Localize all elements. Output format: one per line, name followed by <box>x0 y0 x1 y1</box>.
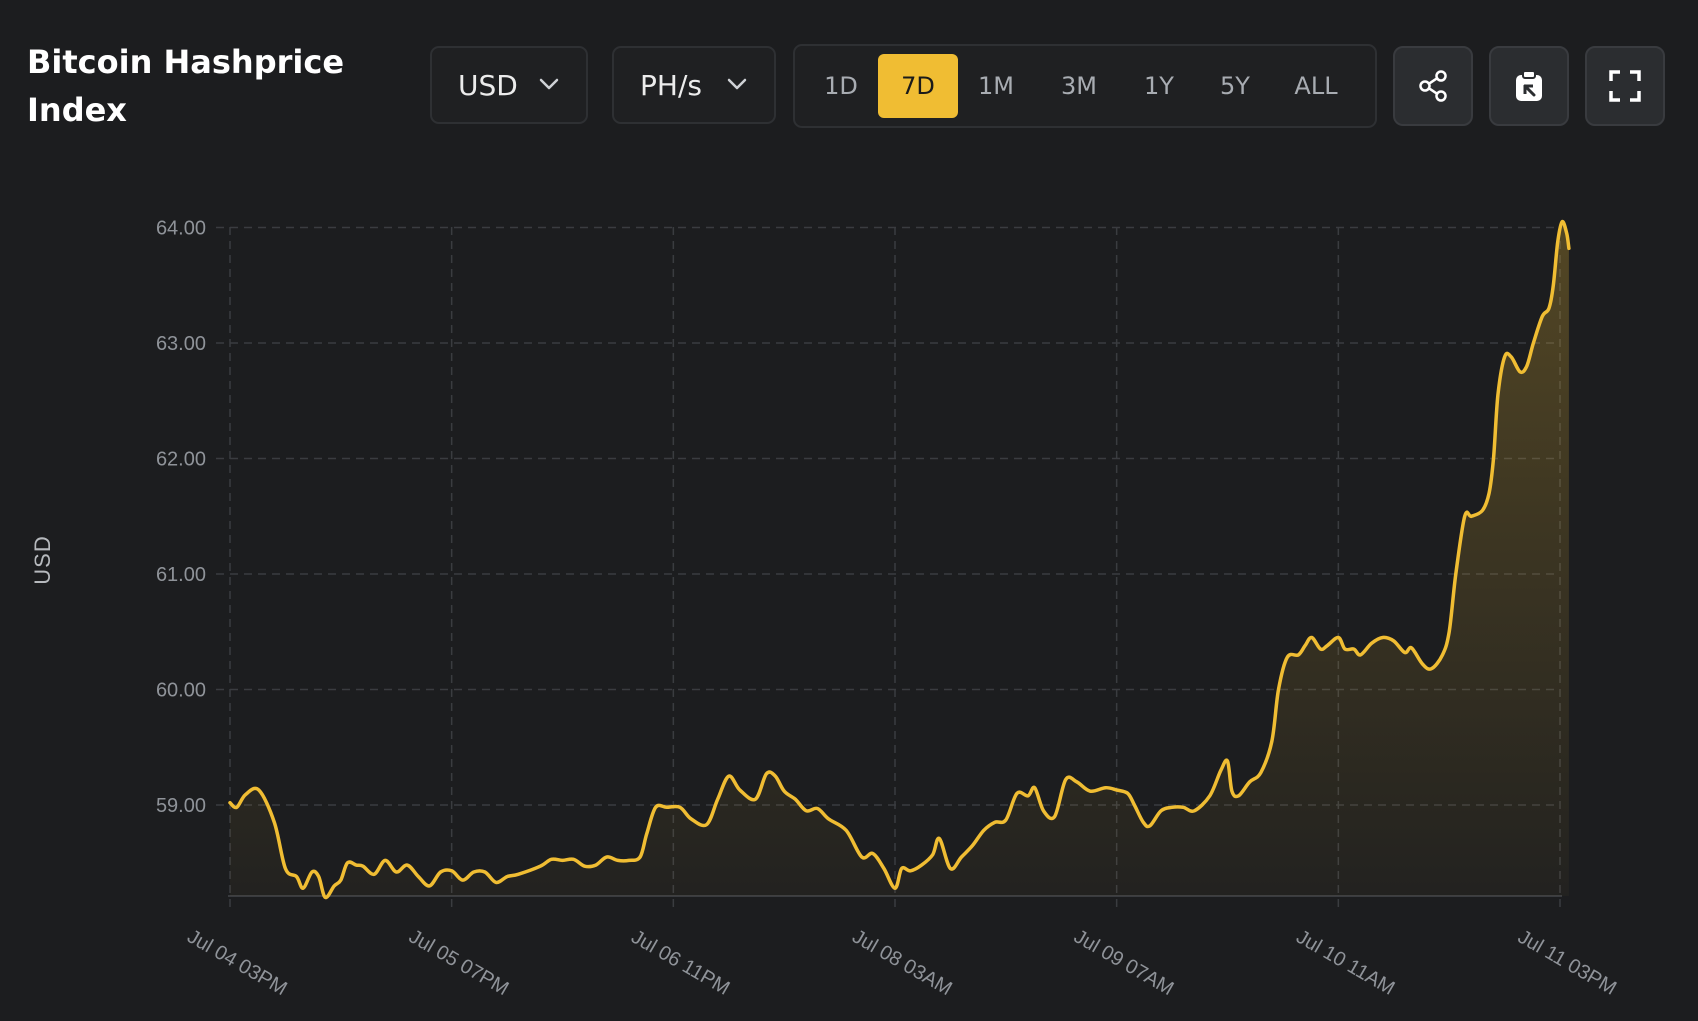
time-range-selector: 1D 7D 1M 3M 1Y 5Y ALL <box>793 44 1377 128</box>
page-title: Bitcoin Hashprice Index <box>27 43 345 129</box>
unit-select[interactable]: PH/s <box>612 46 776 124</box>
fullscreen-button[interactable] <box>1585 46 1665 126</box>
y-tick-label: 63.00 <box>156 333 206 355</box>
fullscreen-icon <box>1609 70 1641 102</box>
y-tick-label: 62.00 <box>156 449 206 471</box>
x-tick-label: Jul 04 03PM <box>183 925 290 1000</box>
x-tick-label: Jul 05 07PM <box>405 925 512 1000</box>
y-tick-label: 61.00 <box>156 564 206 586</box>
share-button[interactable] <box>1393 46 1473 126</box>
x-tick-label: Jul 10 11AM <box>1292 926 1398 1000</box>
clipboard-icon <box>1516 70 1542 101</box>
range-1d-button[interactable]: 1D <box>824 72 858 100</box>
range-all-button[interactable]: ALL <box>1294 72 1338 100</box>
x-tick-label: Jul 11 03PM <box>1514 926 1620 1000</box>
y-axis-label: USD <box>30 535 55 584</box>
y-tick-label: 60.00 <box>156 680 206 702</box>
chart-series-line <box>228 219 1571 900</box>
x-tick-label: Jul 06 11PM <box>627 926 733 1000</box>
currency-select[interactable]: USD <box>430 46 588 124</box>
chevron-down-icon <box>539 78 559 90</box>
x-tick-label: Jul 08 03AM <box>848 925 955 1000</box>
range-5y-button[interactable]: 5Y <box>1220 72 1250 100</box>
chevron-down-icon <box>727 78 747 90</box>
copy-image-button[interactable] <box>1489 46 1569 126</box>
share-icon <box>1419 70 1447 102</box>
x-tick-label: Jul 09 07AM <box>1070 925 1177 1000</box>
currency-select-value: USD <box>458 68 518 102</box>
chart-area <box>230 221 1569 898</box>
unit-select-value: PH/s <box>640 68 702 102</box>
range-7d-button[interactable]: 7D <box>878 54 958 118</box>
range-1m-button[interactable]: 1M <box>978 72 1014 100</box>
range-3m-button[interactable]: 3M <box>1061 72 1097 100</box>
range-1y-button[interactable]: 1Y <box>1144 72 1174 100</box>
y-tick-label: 64.00 <box>156 218 206 240</box>
y-tick-label: 59.00 <box>156 795 206 817</box>
